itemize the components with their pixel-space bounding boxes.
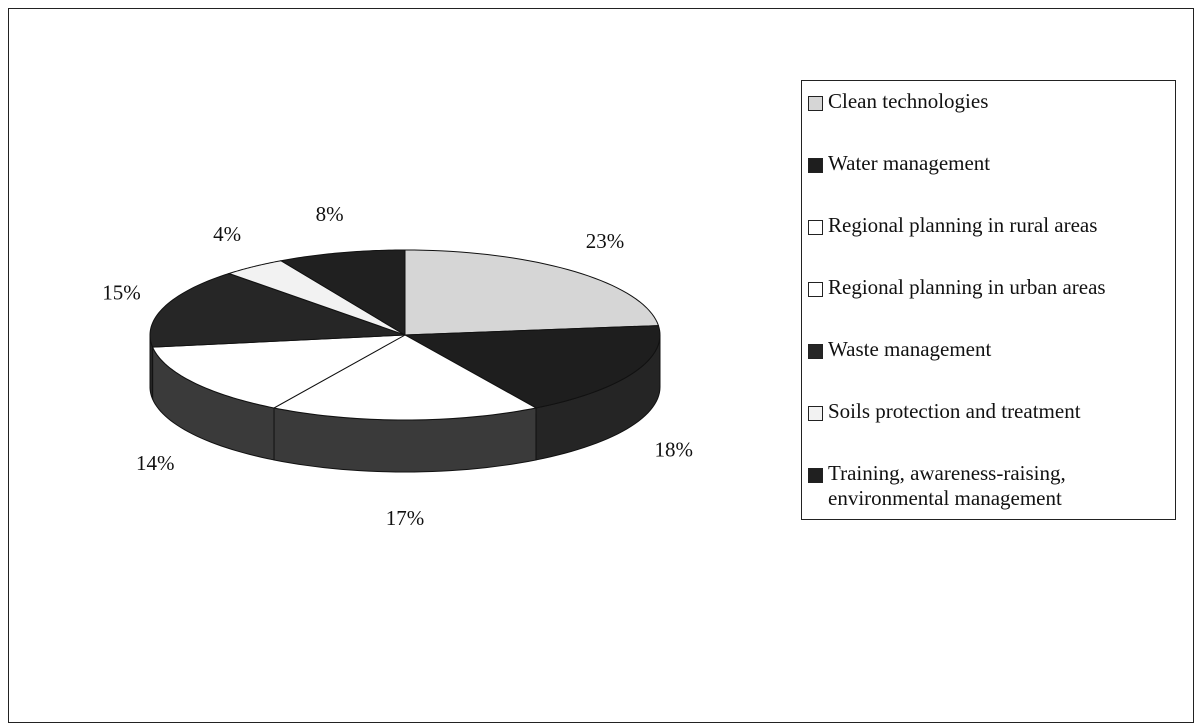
- data-label: 4%: [213, 222, 241, 246]
- chart-frame: [8, 8, 1194, 723]
- legend-swatch: [808, 282, 823, 297]
- legend-item: Regional planning in rural areas: [808, 213, 1169, 238]
- slice: [279, 249, 406, 336]
- legend-label: Regional planning in rural areas: [828, 213, 1098, 237]
- legend-item: Waste management: [808, 337, 1169, 362]
- legend-item: Soils protection and treatment: [808, 399, 1169, 424]
- legend-item: Regional planning in urban areas: [808, 275, 1169, 300]
- legend-label: Regional planning in urban areas: [828, 275, 1106, 299]
- legend-label: Training, awareness-raising, environment…: [828, 461, 1066, 510]
- legend-swatch: [808, 220, 823, 235]
- legend-item: Water management: [808, 151, 1169, 176]
- legend: Clean technologies Water management Region…: [801, 80, 1176, 520]
- legend-label: Water management: [828, 151, 991, 175]
- legend-swatch: [808, 344, 823, 359]
- legend-item: Training, awareness-raising, environment…: [808, 461, 1169, 511]
- legend-label: Soils protection and treatment: [828, 399, 1081, 423]
- slice: [403, 325, 661, 409]
- data-label: 8%: [316, 202, 344, 226]
- data-label: 15%: [102, 281, 141, 305]
- data-label: 23%: [586, 229, 625, 253]
- data-label: 17%: [386, 506, 425, 530]
- legend-label: Clean technologies: [828, 89, 989, 113]
- slice: [404, 249, 660, 336]
- slice: [272, 334, 538, 421]
- legend-swatch: [808, 468, 823, 483]
- data-label: 18%: [655, 437, 694, 461]
- legend-label: Waste management: [828, 337, 992, 361]
- legend-item: Clean technologies: [808, 89, 1169, 114]
- legend-swatch: [808, 96, 823, 111]
- legend-swatch: [808, 406, 823, 421]
- slice: [151, 334, 406, 409]
- slice: [149, 272, 406, 348]
- slice: [227, 260, 406, 336]
- legend-swatch: [808, 158, 823, 173]
- data-label: 14%: [136, 451, 175, 475]
